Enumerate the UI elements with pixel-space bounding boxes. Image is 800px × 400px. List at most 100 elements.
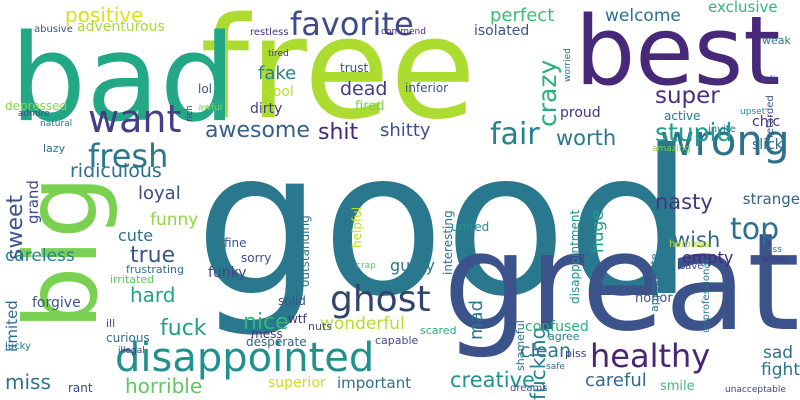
word-shit: shit xyxy=(318,120,359,145)
word-worth: worth xyxy=(556,126,617,150)
word-weak: weak xyxy=(762,34,791,47)
word-mad: mad xyxy=(466,300,487,340)
word-scared: scared xyxy=(420,324,457,337)
word-solid: solid xyxy=(278,294,306,308)
word-superior: superior xyxy=(268,375,326,391)
word-ill: ill xyxy=(106,317,116,330)
word-desperate: desperate xyxy=(246,335,307,349)
word-crap: crap xyxy=(356,261,376,271)
word-trust: trust xyxy=(340,61,369,75)
word-interesting: interesting xyxy=(441,210,455,275)
word-unprofessional: unprofessional xyxy=(701,259,712,333)
word-miss: miss xyxy=(5,370,51,394)
word-united: united xyxy=(451,220,490,234)
word-cute: cute xyxy=(118,226,154,245)
word-rich: rich xyxy=(185,105,195,122)
word-proud: proud xyxy=(560,105,601,121)
word-strange: strange xyxy=(742,190,800,208)
word-tired: tired xyxy=(268,49,289,59)
word-funny: funny xyxy=(150,210,199,230)
word-active: active xyxy=(664,109,701,123)
word-safe: safe xyxy=(546,362,565,372)
word-disappointed: disappointed xyxy=(115,335,375,381)
word-irritated: irritated xyxy=(110,273,155,286)
word-nuts: nuts xyxy=(308,320,332,333)
word-important: important xyxy=(337,374,412,392)
word-smile: smile xyxy=(660,379,695,394)
word-depressed: depressed xyxy=(5,99,68,113)
word-chic: chic xyxy=(752,114,781,130)
word-wrong: wrong xyxy=(660,116,790,165)
word-clean: clean xyxy=(520,340,572,362)
word-top: top xyxy=(730,212,780,247)
word-mess: mess xyxy=(251,327,283,341)
word-admire: admire xyxy=(18,109,50,119)
word-guilty: guilty xyxy=(390,256,435,275)
word-positive: positive xyxy=(65,3,144,27)
word-shameful: shameful xyxy=(514,320,527,371)
word-stupid: stupid xyxy=(655,118,733,147)
word-fuck: fuck xyxy=(160,316,207,341)
word-funky: funky xyxy=(208,265,247,281)
word-disappointment: disappointment xyxy=(568,209,582,304)
word-isolated: isolated xyxy=(474,23,530,39)
word-wonderful: wonderful xyxy=(320,314,405,334)
word-fine: fine xyxy=(224,236,247,250)
word-empty: empty xyxy=(682,248,734,267)
word-dead: dead xyxy=(340,78,388,100)
word-good: good xyxy=(195,108,694,341)
word-capable: capable xyxy=(375,334,419,347)
word-unacceptable: unacceptable xyxy=(725,385,786,395)
word-retarded: retarded xyxy=(765,95,776,138)
word-invite: invite xyxy=(708,124,736,135)
word-fake: fake xyxy=(258,63,297,84)
word-helpless: helpless xyxy=(669,239,710,250)
word-outstanding: outstanding xyxy=(298,215,312,287)
word-free: free xyxy=(200,0,477,151)
word-wtf: wtf xyxy=(288,312,307,326)
word-welcome: welcome xyxy=(605,6,681,26)
word-awesome: awesome xyxy=(205,118,310,143)
word-great: great xyxy=(443,204,800,361)
word-dreams: dreams xyxy=(510,383,548,394)
word-natural: natural xyxy=(40,119,73,129)
word-grand: grand xyxy=(24,180,42,224)
word-ridiculous: ridiculous xyxy=(70,160,162,182)
word-cool: cool xyxy=(265,84,294,100)
word-creative: creative xyxy=(450,368,535,392)
word-worried: worried xyxy=(563,48,573,82)
word-careful: careful xyxy=(585,370,647,391)
word-sad: sad xyxy=(763,343,794,363)
word-ghost: ghost xyxy=(330,279,431,320)
word-illegal: illegal xyxy=(118,346,145,356)
word-save: save xyxy=(680,261,704,272)
word-huge: huge xyxy=(588,210,608,253)
word-hard: hard xyxy=(130,283,176,307)
word-lucky: lucky xyxy=(5,341,31,352)
word-sorry: sorry xyxy=(241,251,272,265)
word-nice: nice xyxy=(243,310,289,335)
word-perfect: perfect xyxy=(490,5,555,26)
word-careless: careless xyxy=(5,246,75,266)
word-nasty: nasty xyxy=(655,190,713,214)
word-agree: agree xyxy=(548,330,580,343)
word-alive: alive xyxy=(762,254,786,265)
word-dirty: dirty xyxy=(250,101,283,117)
word-rant: rant xyxy=(68,381,93,395)
word-lazy: lazy xyxy=(43,142,66,155)
word-want: want xyxy=(88,97,182,141)
word-best: best xyxy=(575,0,781,107)
word-abusive: abusive xyxy=(34,24,73,35)
word-horrible: horrible xyxy=(125,374,203,398)
word-wish: wish xyxy=(673,228,721,252)
word-awful: awful xyxy=(198,103,223,113)
word-fight: fight xyxy=(761,360,800,380)
word-true: true xyxy=(130,243,176,268)
word-commend: commend xyxy=(381,27,426,37)
word-curious: curious xyxy=(106,331,150,345)
word-fired: fired xyxy=(355,99,385,114)
word-super: super xyxy=(655,83,720,109)
word-forgive: forgive xyxy=(32,295,81,311)
word-ass: ass xyxy=(767,245,782,255)
